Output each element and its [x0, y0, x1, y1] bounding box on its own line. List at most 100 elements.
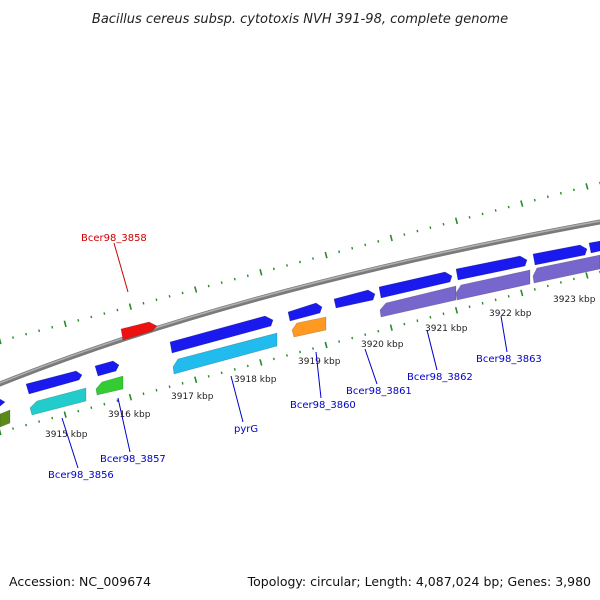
gene-feature-forward[interactable]: [0, 398, 6, 408]
gene-feature-forward[interactable]: [287, 302, 323, 322]
genome-backbone-highlight: [0, 220, 600, 384]
gene-feature-highlighted[interactable]: [120, 321, 158, 341]
gene-feature-reverse[interactable]: [29, 387, 87, 416]
track-dot: [168, 385, 171, 389]
gene-feature-forward[interactable]: [169, 315, 274, 354]
track-dot: [63, 320, 67, 328]
gene-feature-forward[interactable]: [588, 240, 600, 254]
gene-feature-forward[interactable]: [378, 271, 453, 299]
track-dot: [454, 217, 459, 225]
track-dot: [585, 183, 589, 190]
gene-feature-reverse[interactable]: [0, 409, 11, 428]
track-dot: [103, 312, 106, 315]
gene-feature-reverse[interactable]: [172, 332, 278, 375]
track-dot: [63, 411, 67, 418]
track-dot: [559, 191, 562, 195]
track-dot: [572, 188, 575, 192]
track-dot: [272, 267, 275, 271]
tick-label: 3920 kbp: [361, 340, 404, 350]
track-dot: [324, 251, 328, 259]
leader-line: [364, 348, 378, 385]
track-dot: [272, 357, 275, 361]
leader-line: [230, 375, 244, 423]
genome-summary-text: Topology: circular; Length: 4,087,024 bp…: [247, 574, 591, 589]
track-dot: [442, 222, 445, 226]
label-leaders: [61, 242, 508, 469]
tick-label: 3922 kbp: [489, 309, 532, 319]
gene-label-bcer98-3857[interactable]: Bcer98_3857: [100, 454, 166, 465]
track-dot: [116, 399, 119, 403]
track-dot: [246, 274, 249, 278]
gene-label-bcer98-3863[interactable]: Bcer98_3863: [476, 354, 542, 365]
track-dot: [194, 286, 198, 293]
gene-feature-reverse[interactable]: [455, 269, 531, 301]
outer-dotted-track: [0, 181, 600, 345]
track-dot: [142, 392, 145, 396]
gene-label-bcer98-3856[interactable]: Bcer98_3856: [48, 470, 114, 481]
tick-label: 3918 kbp: [234, 375, 277, 385]
track-dot: [324, 341, 328, 349]
accession-text: Accession: NC_009674: [9, 574, 151, 589]
track-dot: [51, 325, 54, 329]
track-dot: [389, 234, 393, 242]
track-dot: [520, 200, 524, 207]
track-dot: [103, 402, 106, 406]
leader-line: [61, 417, 79, 469]
track-dot: [338, 250, 341, 254]
track-dot: [403, 322, 406, 326]
track-dot: [194, 376, 198, 384]
track-dot: [0, 337, 2, 345]
gene-label-bcer98-3860[interactable]: Bcer98_3860: [290, 400, 356, 411]
track-dot: [312, 347, 315, 350]
tick-labels: 3915 kbp 3916 kbp 3917 kbp 3918 kbp 3919…: [45, 295, 596, 440]
gene-feature-reverse[interactable]: [95, 375, 124, 396]
gene-feature-forward[interactable]: [94, 360, 120, 377]
tick-label: 3917 kbp: [171, 392, 214, 402]
tick-label: 3921 kbp: [425, 324, 468, 334]
track-dot: [389, 324, 393, 331]
gene-feature-forward[interactable]: [333, 289, 376, 309]
track-dot: [416, 229, 419, 233]
gene-feature-reverse[interactable]: [291, 316, 327, 338]
track-dot: [246, 364, 249, 368]
gene-feature-forward[interactable]: [455, 255, 528, 281]
track-dot: [90, 315, 93, 319]
tick-label: 3916 kbp: [108, 410, 151, 420]
track-dot: [377, 240, 380, 243]
track-dot: [38, 420, 41, 423]
track-dot: [403, 233, 406, 236]
track-dot: [259, 359, 263, 366]
track-dot: [77, 319, 80, 322]
leader-line: [113, 242, 129, 293]
gene-label-bcer98-3862[interactable]: Bcer98_3862: [407, 372, 473, 383]
track-dot: [181, 291, 184, 295]
gene-label-pyrg[interactable]: pyrG: [234, 424, 258, 435]
tick-label: 3915 kbp: [45, 430, 88, 440]
track-dot: [128, 393, 133, 401]
track-dot: [429, 315, 432, 319]
track-dot: [533, 288, 536, 291]
track-dot: [468, 305, 471, 309]
track-dot: [25, 332, 28, 336]
track-dot: [259, 269, 263, 276]
track-dot: [507, 205, 510, 209]
track-dot: [351, 246, 354, 250]
track-dot: [546, 284, 549, 288]
gene-label-bcer98-3861[interactable]: Bcer98_3861: [346, 386, 412, 397]
gene-label-bcer98-3858[interactable]: Bcer98_3858: [81, 233, 147, 244]
gene-feature-forward[interactable]: [25, 370, 83, 395]
track-dot: [116, 308, 119, 312]
track-dot: [364, 333, 367, 336]
track-dot: [12, 336, 14, 339]
track-dot: [442, 312, 445, 316]
track-dot: [90, 406, 93, 409]
gene-feature-forward[interactable]: [532, 244, 588, 266]
track-dot: [12, 427, 15, 430]
track-dot: [429, 226, 432, 229]
track-dot: [507, 295, 510, 298]
tick-label: 3923 kbp: [553, 295, 596, 305]
track-dot: [454, 307, 459, 314]
gene-feature-reverse[interactable]: [532, 254, 600, 284]
gene-feature-reverse[interactable]: [379, 285, 457, 318]
